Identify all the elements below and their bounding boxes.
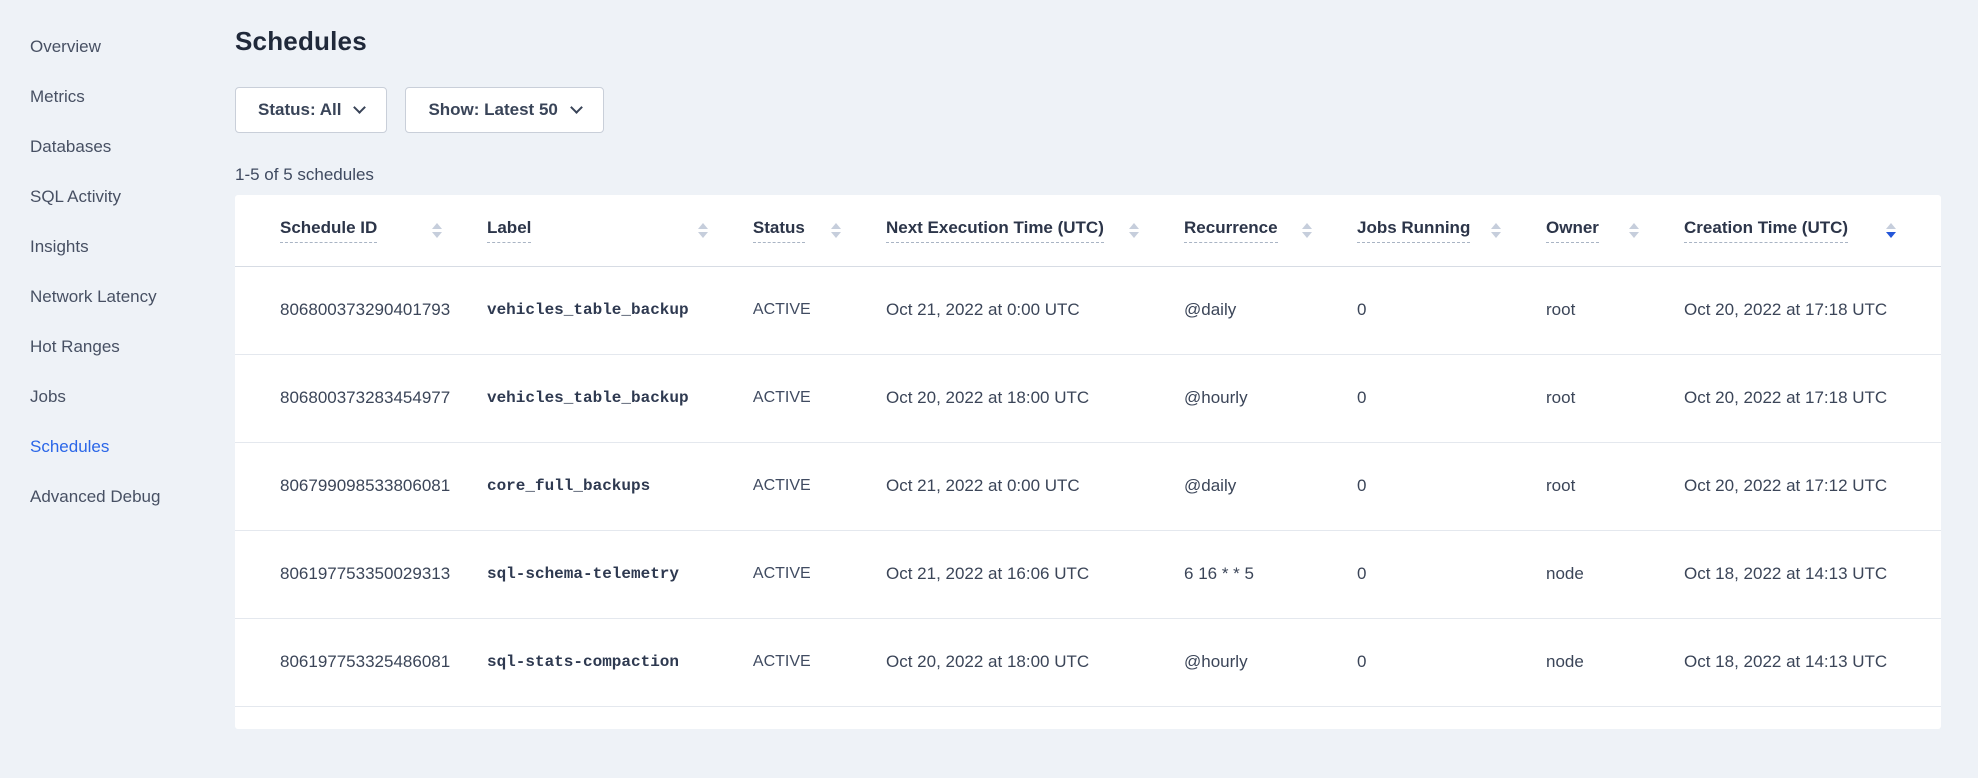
chevron-down-icon [353, 101, 367, 114]
cell-status: ACTIVE [752, 441, 886, 530]
column-label: Owner [1546, 218, 1599, 243]
cell-next-execution: Oct 21, 2022 at 16:06 UTC [885, 529, 1185, 618]
chevron-down-icon [569, 101, 583, 114]
table-row: 806800373283454977 vehicles_table_backup… [235, 353, 1941, 442]
cell-schedule-id: 806800373283454977 [235, 353, 487, 442]
cell-recurrence: @daily [1184, 441, 1357, 530]
cell-next-execution: Oct 21, 2022 at 0:00 UTC [885, 300, 1080, 319]
column-header-label[interactable]: Label [486, 195, 753, 267]
cell-label: sql-stats-compaction [486, 617, 753, 707]
sidebar-item-sql-activity[interactable]: SQL Activity [30, 187, 122, 206]
cell-creation-time: Oct 18, 2022 at 14:13 UTC [1684, 617, 1941, 707]
sidebar-item-schedules[interactable]: Schedules [30, 437, 110, 456]
cell-recurrence: @hourly [1184, 353, 1357, 442]
cell-schedule-id: 806799098533806081 [235, 441, 487, 530]
column-label: Recurrence [1184, 218, 1278, 243]
sidebar-item-hot-ranges[interactable]: Hot Ranges [30, 337, 120, 356]
cell-label: core_full_backups [486, 441, 753, 530]
table-header-row: Schedule ID Label Status [235, 195, 1941, 267]
cell-creation-time: Oct 20, 2022 at 17:18 UTC [1684, 353, 1941, 442]
column-header-jobs-running[interactable]: Jobs Running [1357, 195, 1547, 267]
cell-label: vehicles_table_backup [486, 353, 753, 442]
cell-owner: root [1546, 441, 1685, 530]
cell-status: ACTIVE [752, 301, 811, 318]
cell-status: ACTIVE [752, 617, 886, 707]
column-header-owner[interactable]: Owner [1546, 195, 1685, 267]
sort-icon[interactable] [1302, 222, 1312, 238]
sidebar-item-databases[interactable]: Databases [30, 137, 112, 156]
cell-jobs-running: 0 [1357, 441, 1547, 530]
cell-jobs-running: 0 [1357, 300, 1367, 319]
column-label: Jobs Running [1357, 218, 1471, 243]
schedules-table: Schedule ID Label Status [235, 195, 1941, 707]
sort-icon[interactable] [1629, 222, 1640, 238]
table-row: 806799098533806081 core_full_backups ACT… [235, 441, 1941, 530]
sort-icon[interactable] [830, 222, 841, 238]
cell-jobs-running: 0 [1357, 529, 1547, 618]
cell-status: ACTIVE [752, 353, 886, 442]
column-header-recurrence[interactable]: Recurrence [1184, 195, 1357, 267]
column-label: Label [486, 218, 532, 243]
cell-owner: root [1546, 353, 1685, 442]
cell-jobs-running: 0 [1357, 353, 1547, 442]
status-filter-dropdown[interactable]: Status: All [235, 87, 388, 133]
sidebar-item-advanced-debug[interactable]: Advanced Debug [30, 487, 161, 506]
cell-owner: node [1546, 617, 1685, 707]
cell-creation-time: Oct 18, 2022 at 14:13 UTC [1684, 529, 1941, 618]
status-filter-label: Status: All [258, 100, 342, 119]
column-header-creation-time[interactable]: Creation Time (UTC) [1684, 195, 1941, 267]
column-header-schedule-id[interactable]: Schedule ID [235, 195, 487, 267]
schedules-table-card: Schedule ID Label Status [235, 195, 1941, 729]
sidebar-item-jobs[interactable]: Jobs [30, 387, 66, 406]
sidebar-item-metrics[interactable]: Metrics [30, 87, 85, 106]
cell-creation-time: Oct 20, 2022 at 17:12 UTC [1684, 441, 1941, 530]
cell-label: vehicles_table_backup [486, 301, 689, 319]
show-filter-dropdown[interactable]: Show: Latest 50 [405, 87, 604, 133]
cell-next-execution: Oct 21, 2022 at 0:00 UTC [885, 441, 1185, 530]
show-filter-label: Show: Latest 50 [428, 100, 558, 119]
table-row: 806800373290401793 vehicles_table_backup… [235, 266, 1941, 354]
cell-owner: node [1546, 529, 1685, 618]
main-content: Schedules Status: All Show: Latest 50 1-… [235, 0, 1978, 778]
cell-schedule-id: 806197753350029313 [235, 529, 487, 618]
cell-owner: root [1546, 300, 1576, 319]
cell-next-execution: Oct 20, 2022 at 18:00 UTC [885, 617, 1185, 707]
column-label: Status [752, 218, 805, 243]
results-count: 1-5 of 5 schedules [235, 165, 374, 184]
page-title: Schedules [235, 26, 367, 56]
sidebar-item-insights[interactable]: Insights [30, 237, 89, 256]
cell-schedule-id: 806197753325486081 [235, 617, 487, 707]
cell-status: ACTIVE [752, 529, 886, 618]
sort-icon[interactable] [1129, 222, 1140, 238]
cell-recurrence: 6 16 * * 5 [1184, 529, 1357, 618]
filter-bar: Status: All Show: Latest 50 [235, 87, 1941, 133]
cell-recurrence: @hourly [1184, 617, 1357, 707]
column-label: Schedule ID [280, 218, 378, 243]
table-row: 806197753325486081 sql-stats-compaction … [235, 617, 1941, 707]
cell-recurrence: @daily [1184, 300, 1237, 319]
sort-desc-icon[interactable] [1886, 222, 1896, 238]
table-row: 806197753350029313 sql-schema-telemetry … [235, 529, 1941, 618]
sort-icon[interactable] [1491, 222, 1502, 238]
cell-next-execution: Oct 20, 2022 at 18:00 UTC [885, 353, 1185, 442]
column-label: Next Execution Time (UTC) [885, 218, 1104, 243]
cell-label: sql-schema-telemetry [486, 529, 753, 618]
column-header-status[interactable]: Status [752, 195, 886, 267]
cell-jobs-running: 0 [1357, 617, 1547, 707]
column-label: Creation Time (UTC) [1684, 218, 1849, 243]
sort-icon[interactable] [697, 222, 708, 238]
column-header-next-execution-time[interactable]: Next Execution Time (UTC) [885, 195, 1185, 267]
sort-icon[interactable] [431, 222, 442, 238]
cell-creation-time: Oct 20, 2022 at 17:18 UTC [1684, 300, 1888, 319]
sidebar-item-overview[interactable]: Overview [30, 37, 101, 56]
sidebar-item-network-latency[interactable]: Network Latency [30, 287, 157, 306]
cell-schedule-id: 806800373290401793 [280, 300, 451, 319]
sidebar: Overview Metrics Databases SQL Activity … [0, 0, 235, 778]
